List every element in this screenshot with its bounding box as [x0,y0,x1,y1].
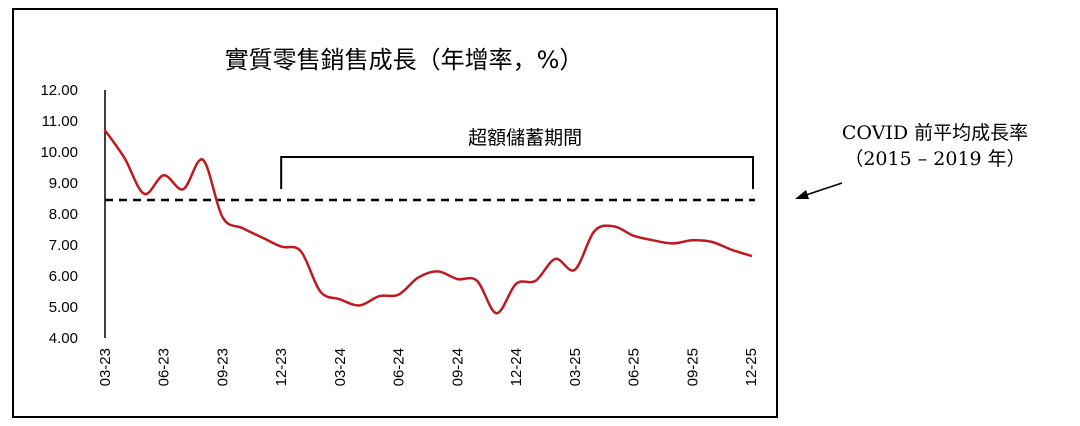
x-tick-label: 12-24 [508,348,525,386]
y-tick-label: 8.00 [49,206,78,223]
x-tick-label: 12-23 [273,348,290,386]
x-tick-label: 09-24 [449,348,466,386]
y-tick-label: 6.00 [49,268,78,285]
x-tick-label: 06-25 [626,348,643,386]
x-tick-label: 06-24 [391,348,408,386]
chart-title: 實質零售銷售成長（年增率，%） [225,46,584,74]
line-chart: 實質零售銷售成長（年增率，%） 4.00 5.00 6.00 7.00 8.00 9.00… [40,46,760,386]
x-tick-label: 09-23 [214,348,231,386]
y-tick-label: 9.00 [49,175,78,192]
series-line [103,129,753,315]
y-tick-label: 5.00 [49,299,78,316]
y-tick-label: 7.00 [49,237,78,254]
y-tick-label: 11.00 [42,113,78,130]
y-tick-label: 10.00 [40,144,78,161]
chart-frame: 實質零售銷售成長（年增率，%） 4.00 5.00 6.00 7.00 8.00 9.00… [12,8,778,418]
annotation-line-2: （2015 – 2019 年） [844,148,1026,170]
annotation-line-1: COVID 前平均成長率 [841,122,1029,144]
y-tick-label: 12.00 [40,82,78,99]
covid-average-annotation: COVID 前平均成長率 （2015 – 2019 年） [800,120,1070,172]
x-tick-label: 12-25 [743,348,760,386]
x-tick-label: 03-24 [332,348,349,386]
x-tick-label: 06-23 [156,348,173,386]
x-tick-label: 03-23 [97,348,114,386]
period-bracket [280,156,754,189]
y-tick-label: 4.00 [49,330,78,347]
x-tick-label: 09-25 [684,348,701,386]
x-tick-label: 03-25 [567,348,584,386]
bracket-label: 超額儲蓄期間 [468,127,582,149]
